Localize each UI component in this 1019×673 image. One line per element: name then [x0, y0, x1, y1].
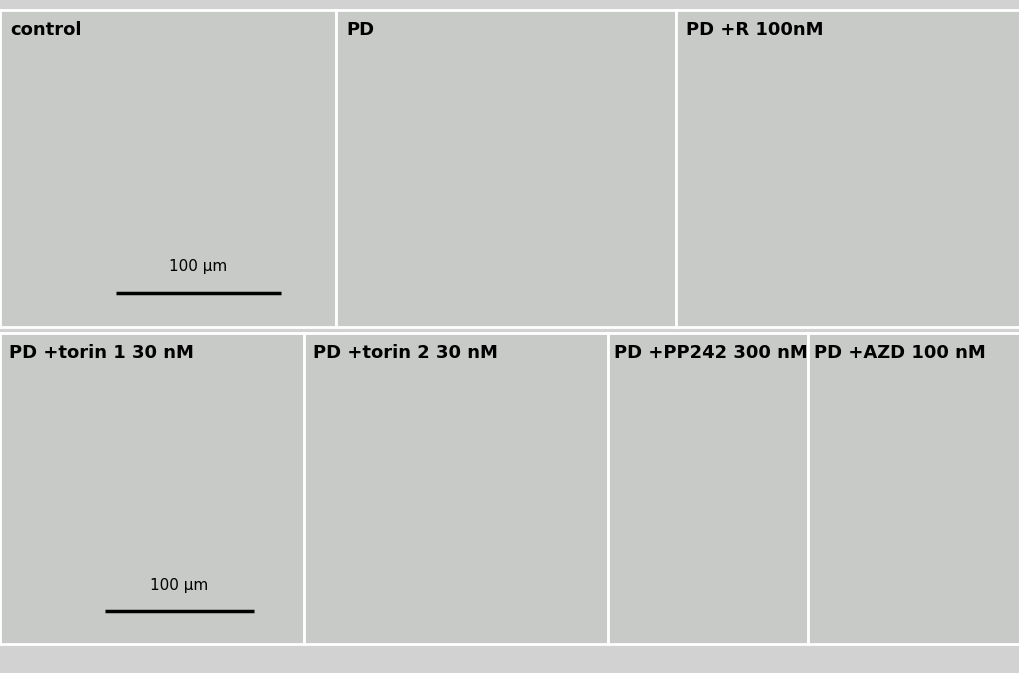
Text: 100 μm: 100 μm: [150, 577, 208, 593]
Text: PD +torin 2 30 nM: PD +torin 2 30 nM: [313, 344, 497, 362]
Text: PD +R 100nM: PD +R 100nM: [686, 21, 823, 39]
Text: PD +AZD 100 nM: PD +AZD 100 nM: [813, 344, 985, 362]
Text: 100 μm: 100 μm: [169, 259, 227, 275]
Text: PD: PD: [345, 21, 374, 39]
Text: PD +PP242 300 nM: PD +PP242 300 nM: [613, 344, 807, 362]
Text: control: control: [10, 21, 82, 39]
Text: PD +torin 1 30 nM: PD +torin 1 30 nM: [9, 344, 194, 362]
